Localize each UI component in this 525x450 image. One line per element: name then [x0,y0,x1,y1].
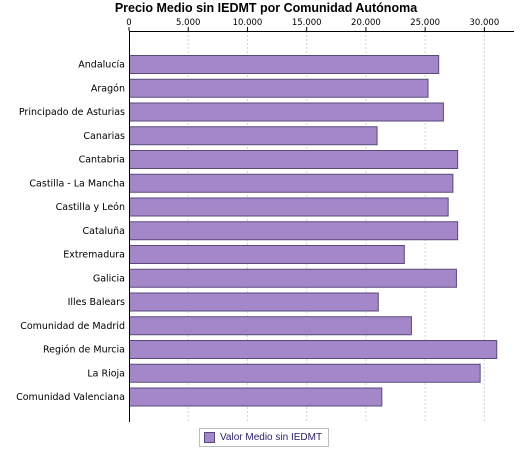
bar [129,126,378,146]
category-label: Región de Murcia [43,345,125,356]
category-label: Castilla - La Mancha [29,178,125,189]
x-tick-label: 0 [126,18,131,28]
bar-series [129,55,498,407]
bar [129,268,457,288]
category-label: Aragón [91,83,125,94]
bar [129,150,459,169]
bar [129,363,481,383]
category-label: La Rioja [87,368,125,379]
x-axis-ticks: 0 5.000 10.000 15.000 20.000 25.000 30.000 [126,18,499,31]
x-tick-label: 30.000 [470,18,500,28]
legend-label: Valor Medio sin IEDMT [220,432,323,443]
category-label: Cantabria [79,155,125,166]
bar [129,197,449,217]
bar [129,78,429,98]
category-label: Andalucía [78,60,125,71]
bar [129,316,412,336]
category-labels: Andalucía Aragón Principado de Asturias Can… [16,60,125,404]
bar [129,221,459,241]
legend-swatch [204,432,215,443]
bar [129,340,498,359]
bar [129,102,444,122]
x-tick-label: 15.000 [292,18,322,28]
category-label: Galicia [93,273,125,284]
category-label: Canarias [83,131,125,142]
x-tick-label: 5.000 [176,18,200,28]
bar [129,292,379,312]
category-label: Comunidad de Madrid [20,321,125,332]
x-tick-label: 20.000 [351,18,381,28]
chart-title: Precio Medio sin IEDMT por Comunidad Aut… [115,1,418,15]
bar [129,387,383,407]
x-tick-label: 10.000 [233,18,263,28]
category-label: Cataluña [82,226,125,237]
legend: Valor Medio sin IEDMT [199,428,330,447]
category-label: Castilla y León [56,202,125,213]
category-label: Comunidad Valenciana [16,392,125,403]
category-label: Extremadura [63,250,125,261]
bar [129,173,454,193]
category-label: Illes Balears [68,297,125,308]
bar [129,55,440,74]
x-tick-label: 25.000 [410,18,440,28]
bar [129,245,405,264]
category-label: Principado de Asturias [19,107,125,118]
